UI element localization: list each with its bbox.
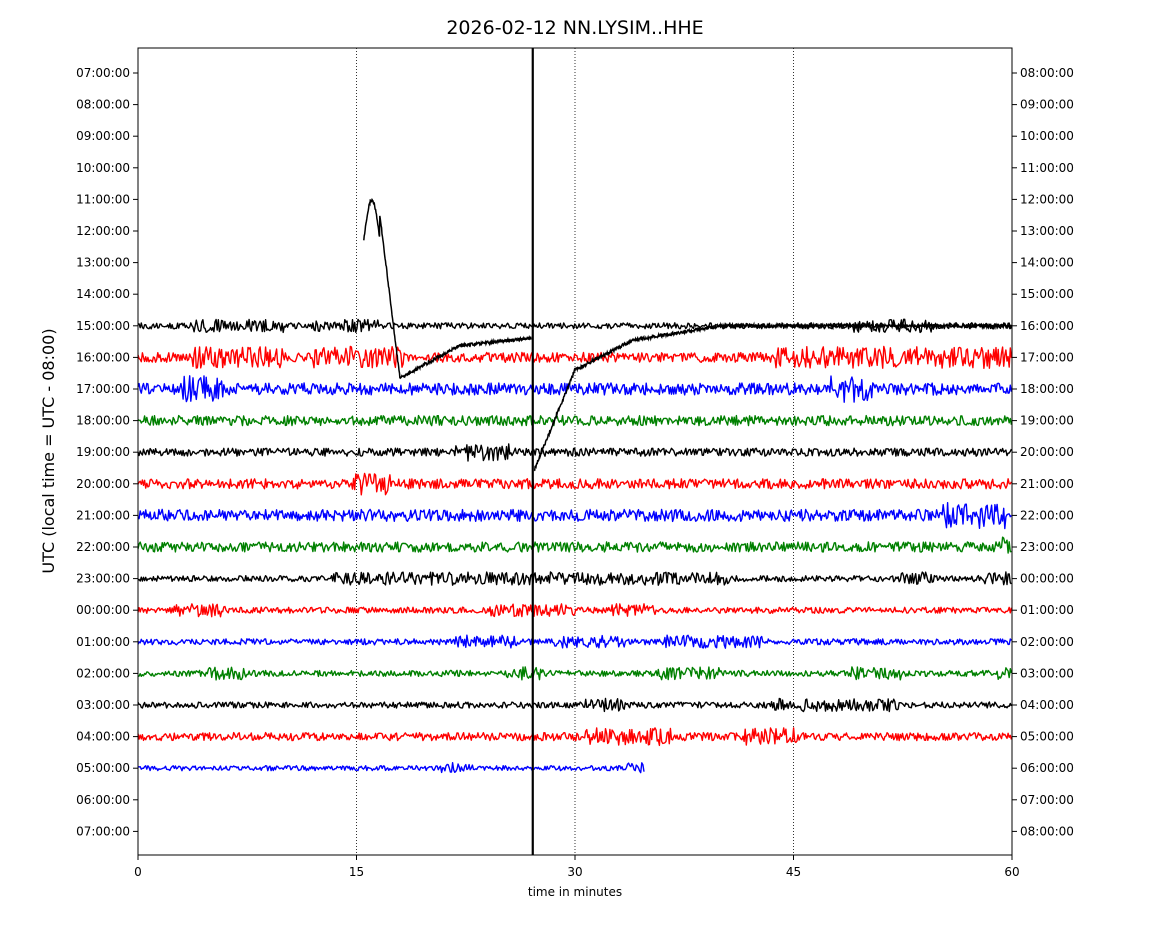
seismogram-chart: 2026-02-12 NN.LYSIM..HHE 0 15 30 45 60 07:00…	[0, 0, 1150, 950]
y-tick-label-left: 15:00:00	[76, 319, 130, 333]
y-tick-label-right: 22:00:00	[1020, 508, 1074, 522]
y-tick-label-left: 04:00:00	[76, 730, 130, 744]
y-tick-label-right: 06:00:00	[1020, 761, 1074, 775]
y-tick-label-left: 07:00:00	[76, 824, 130, 838]
y-tick-label-right: 02:00:00	[1020, 635, 1074, 649]
x-axis-label: time in minutes	[528, 885, 622, 899]
x-tick-label: 0	[134, 865, 142, 879]
y-tick-label-right: 00:00:00	[1020, 572, 1074, 586]
y-axis-label: UTC (local time = UTC - 08:00)	[39, 328, 58, 573]
y-tick-label-left: 05:00:00	[76, 761, 130, 775]
y-tick-label-right: 10:00:00	[1020, 129, 1074, 143]
y-tick-label-right: 11:00:00	[1020, 161, 1074, 175]
y-tick-label-left: 03:00:00	[76, 698, 130, 712]
y-tick-label-right: 17:00:00	[1020, 350, 1074, 364]
y-tick-label-left: 13:00:00	[76, 256, 130, 270]
x-tick-label: 15	[349, 865, 364, 879]
y-tick-label-right: 01:00:00	[1020, 603, 1074, 617]
y-tick-label-left: 07:00:00	[76, 66, 130, 80]
y-tick-label-left: 19:00:00	[76, 445, 130, 459]
y-tick-label-left: 21:00:00	[76, 508, 130, 522]
y-tick-label-left: 02:00:00	[76, 666, 130, 680]
y-tick-label-right: 19:00:00	[1020, 414, 1074, 428]
y-tick-label-right: 16:00:00	[1020, 319, 1074, 333]
y-tick-label-left: 12:00:00	[76, 224, 130, 238]
y-tick-label-left: 17:00:00	[76, 382, 130, 396]
y-tick-label-right: 15:00:00	[1020, 287, 1074, 301]
y-tick-label-left: 18:00:00	[76, 414, 130, 428]
y-tick-label-right: 07:00:00	[1020, 793, 1074, 807]
x-tick-label: 30	[567, 865, 582, 879]
y-tick-label-right: 20:00:00	[1020, 445, 1074, 459]
y-tick-label-right: 21:00:00	[1020, 477, 1074, 491]
y-tick-label-left: 14:00:00	[76, 287, 130, 301]
y-tick-label-left: 09:00:00	[76, 129, 130, 143]
y-tick-label-right: 18:00:00	[1020, 382, 1074, 396]
y-tick-label-right: 14:00:00	[1020, 256, 1074, 270]
y-tick-label-right: 08:00:00	[1020, 824, 1074, 838]
x-tick-label: 60	[1004, 865, 1019, 879]
y-tick-label-right: 12:00:00	[1020, 192, 1074, 206]
chart-title: 2026-02-12 NN.LYSIM..HHE	[446, 17, 703, 39]
y-tick-label-right: 09:00:00	[1020, 98, 1074, 112]
y-tick-label-right: 04:00:00	[1020, 698, 1074, 712]
y-tick-label-left: 22:00:00	[76, 540, 130, 554]
y-tick-label-right: 05:00:00	[1020, 730, 1074, 744]
y-tick-label-left: 20:00:00	[76, 477, 130, 491]
y-tick-label-left: 16:00:00	[76, 350, 130, 364]
x-tick-label: 45	[786, 865, 801, 879]
y-tick-label-left: 06:00:00	[76, 793, 130, 807]
y-tick-label-left: 23:00:00	[76, 572, 130, 586]
y-tick-label-left: 11:00:00	[76, 192, 130, 206]
y-tick-label-right: 08:00:00	[1020, 66, 1074, 80]
y-tick-label-right: 23:00:00	[1020, 540, 1074, 554]
y-tick-label-left: 08:00:00	[76, 98, 130, 112]
y-tick-label-left: 10:00:00	[76, 161, 130, 175]
y-tick-label-left: 01:00:00	[76, 635, 130, 649]
y-tick-label-right: 03:00:00	[1020, 666, 1074, 680]
y-tick-label-left: 00:00:00	[76, 603, 130, 617]
y-tick-label-right: 13:00:00	[1020, 224, 1074, 238]
